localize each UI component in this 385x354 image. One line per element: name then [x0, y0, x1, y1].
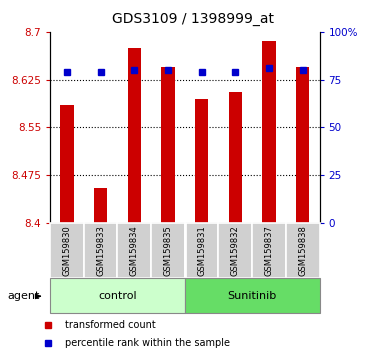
Text: percentile rank within the sample: percentile rank within the sample — [65, 338, 229, 348]
Text: GSM159835: GSM159835 — [164, 225, 172, 276]
Bar — [262, 41, 276, 223]
Text: GSM159831: GSM159831 — [197, 225, 206, 276]
Text: transformed count: transformed count — [65, 320, 155, 330]
Bar — [94, 188, 107, 223]
Bar — [219, 223, 252, 278]
Text: GDS3109 / 1398999_at: GDS3109 / 1398999_at — [112, 12, 273, 27]
Bar — [185, 278, 320, 313]
Text: GSM159832: GSM159832 — [231, 225, 240, 276]
Bar — [185, 223, 219, 278]
Bar — [252, 223, 286, 278]
Bar — [195, 99, 208, 223]
Bar — [286, 223, 320, 278]
Text: control: control — [98, 291, 137, 301]
Bar — [229, 92, 242, 223]
Bar — [50, 278, 185, 313]
Bar — [296, 67, 310, 223]
Bar — [60, 105, 74, 223]
Bar — [84, 223, 117, 278]
Text: GSM159830: GSM159830 — [62, 225, 71, 276]
Bar — [50, 223, 84, 278]
Text: Sunitinib: Sunitinib — [228, 291, 277, 301]
Text: GSM159834: GSM159834 — [130, 225, 139, 276]
Text: agent: agent — [7, 291, 39, 301]
Bar — [127, 48, 141, 223]
Text: GSM159838: GSM159838 — [298, 225, 307, 276]
Bar — [161, 67, 175, 223]
Bar — [117, 223, 151, 278]
Bar — [151, 223, 185, 278]
Text: GSM159837: GSM159837 — [264, 225, 273, 276]
Text: GSM159833: GSM159833 — [96, 225, 105, 276]
